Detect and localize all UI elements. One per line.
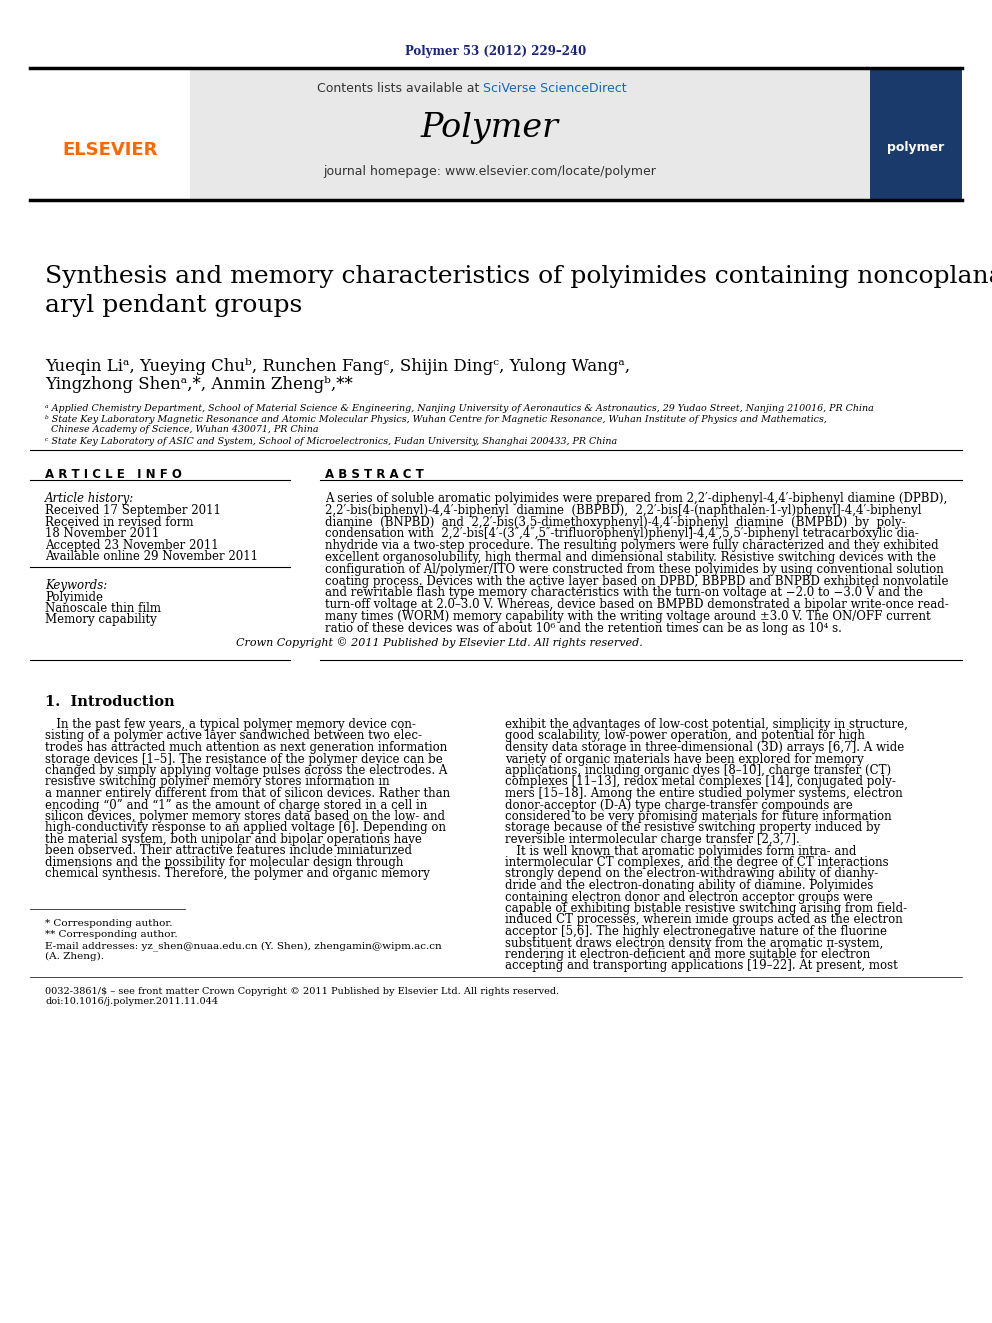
Text: changed by simply applying voltage pulses across the electrodes. A: changed by simply applying voltage pulse… — [45, 763, 447, 777]
Bar — [30, 67, 190, 200]
Text: 1.  Introduction: 1. Introduction — [45, 695, 175, 709]
Text: capable of exhibiting bistable resistive switching arising from field-: capable of exhibiting bistable resistive… — [505, 902, 907, 916]
Text: Polymer: Polymer — [421, 112, 559, 144]
Text: intermolecular CT complexes, and the degree of CT interactions: intermolecular CT complexes, and the deg… — [505, 856, 889, 869]
Text: ᵇ State Key Laboratory Magnetic Resonance and Atomic Molecular Physics, Wuhan Ce: ᵇ State Key Laboratory Magnetic Resonanc… — [45, 415, 827, 423]
Text: journal homepage: www.elsevier.com/locate/polymer: journal homepage: www.elsevier.com/locat… — [323, 165, 657, 179]
Text: high-conductivity response to an applied voltage [6]. Depending on: high-conductivity response to an applied… — [45, 822, 446, 835]
Text: accepting and transporting applications [19–22]. At present, most: accepting and transporting applications … — [505, 959, 898, 972]
Text: Chinese Academy of Science, Wuhan 430071, PR China: Chinese Academy of Science, Wuhan 430071… — [45, 425, 318, 434]
Text: variety of organic materials have been explored for memory: variety of organic materials have been e… — [505, 753, 864, 766]
Bar — [870, 67, 962, 200]
Text: 0032-3861/$ – see front matter Crown Copyright © 2011 Published by Elsevier Ltd.: 0032-3861/$ – see front matter Crown Cop… — [45, 987, 559, 996]
Text: many times (WORM) memory capability with the writing voltage around ±3.0 V. The : many times (WORM) memory capability with… — [325, 610, 930, 623]
Text: ** Corresponding author.: ** Corresponding author. — [45, 930, 178, 939]
Text: Keywords:: Keywords: — [45, 579, 107, 591]
Text: rendering it electron-deficient and more suitable for electron: rendering it electron-deficient and more… — [505, 949, 870, 960]
Text: considered to be very promising materials for future information: considered to be very promising material… — [505, 810, 892, 823]
Text: density data storage in three-dimensional (3D) arrays [6,7]. A wide: density data storage in three-dimensiona… — [505, 741, 905, 754]
Text: a manner entirely different from that of silicon devices. Rather than: a manner entirely different from that of… — [45, 787, 450, 800]
Text: been observed. Their attractive features include miniaturized: been observed. Their attractive features… — [45, 844, 412, 857]
Text: donor-acceptor (D-A) type charge-transfer compounds are: donor-acceptor (D-A) type charge-transfe… — [505, 799, 853, 811]
Text: sisting of a polymer active layer sandwiched between two elec-: sisting of a polymer active layer sandwi… — [45, 729, 422, 742]
Text: diamine  (BNPBD)  and  2,2′-bis(3,5-dimethoxyphenyl)-4,4′-biphenyl  diamine  (BM: diamine (BNPBD) and 2,2′-bis(3,5-dimetho… — [325, 516, 906, 529]
Text: complexes [11–13], redox metal complexes [14], conjugated poly-: complexes [11–13], redox metal complexes… — [505, 775, 896, 789]
Text: configuration of Al/polymer/ITO were constructed from these polyimides by using : configuration of Al/polymer/ITO were con… — [325, 562, 943, 576]
Text: exhibit the advantages of low-cost potential, simplicity in structure,: exhibit the advantages of low-cost poten… — [505, 718, 908, 732]
Text: resistive switching polymer memory stores information in: resistive switching polymer memory store… — [45, 775, 390, 789]
Text: * Corresponding author.: * Corresponding author. — [45, 919, 173, 927]
Text: Crown Copyright © 2011 Published by Elsevier Ltd. All rights reserved.: Crown Copyright © 2011 Published by Else… — [236, 638, 643, 648]
Text: applications, including organic dyes [8–10], charge transfer (CT): applications, including organic dyes [8–… — [505, 763, 891, 777]
Text: Yueqin Liᵃ, Yueying Chuᵇ, Runchen Fangᶜ, Shijin Dingᶜ, Yulong Wangᵃ,: Yueqin Liᵃ, Yueying Chuᵇ, Runchen Fangᶜ,… — [45, 359, 630, 374]
Text: the material system, both unipolar and bipolar operations have: the material system, both unipolar and b… — [45, 833, 422, 845]
Text: and rewritable flash type memory characteristics with the turn-on voltage at −2.: and rewritable flash type memory charact… — [325, 586, 923, 599]
Text: (A. Zheng).: (A. Zheng). — [45, 953, 104, 960]
Text: coating process. Devices with the active layer based on DPBD, BBPBD and BNPBD ex: coating process. Devices with the active… — [325, 574, 948, 587]
Text: substituent draws electron density from the aromatic π-system,: substituent draws electron density from … — [505, 937, 883, 950]
Text: Nanoscale thin film: Nanoscale thin film — [45, 602, 161, 615]
Text: turn-off voltage at 2.0–3.0 V. Whereas, device based on BMPBD demonstrated a bip: turn-off voltage at 2.0–3.0 V. Whereas, … — [325, 598, 948, 611]
Text: 2,2′-bis(biphenyl)-4,4′-biphenyl  diamine  (BBPBD),  2,2′-bis[4-(naphthalen-1-yl: 2,2′-bis(biphenyl)-4,4′-biphenyl diamine… — [325, 504, 922, 517]
Text: encoding “0” and “1” as the amount of charge stored in a cell in: encoding “0” and “1” as the amount of ch… — [45, 799, 428, 811]
Text: silicon devices, polymer memory stores data based on the low- and: silicon devices, polymer memory stores d… — [45, 810, 445, 823]
Text: Article history:: Article history: — [45, 492, 134, 505]
Text: strongly depend on the electron-withdrawing ability of dianhy-: strongly depend on the electron-withdraw… — [505, 868, 878, 881]
Text: Memory capability: Memory capability — [45, 613, 157, 626]
Text: trodes has attracted much attention as next generation information: trodes has attracted much attention as n… — [45, 741, 447, 754]
Text: Contents lists available at: Contents lists available at — [316, 82, 483, 94]
Text: E-mail addresses: yz_shen@nuaa.edu.cn (Y. Shen), zhengamin@wipm.ac.cn: E-mail addresses: yz_shen@nuaa.edu.cn (Y… — [45, 941, 441, 951]
Text: A R T I C L E   I N F O: A R T I C L E I N F O — [45, 468, 182, 482]
Text: dride and the electron-donating ability of diamine. Polyimides: dride and the electron-donating ability … — [505, 878, 873, 892]
Text: Polymer 53 (2012) 229–240: Polymer 53 (2012) 229–240 — [406, 45, 586, 58]
Text: chemical synthesis. Therefore, the polymer and organic memory: chemical synthesis. Therefore, the polym… — [45, 868, 430, 881]
Text: Available online 29 November 2011: Available online 29 November 2011 — [45, 550, 258, 564]
Text: mers [15–18]. Among the entire studied polymer systems, electron: mers [15–18]. Among the entire studied p… — [505, 787, 903, 800]
Bar — [30, 67, 870, 200]
Text: 18 November 2011: 18 November 2011 — [45, 527, 160, 540]
Text: nhydride via a two-step procedure. The resulting polymers were fully characteriz: nhydride via a two-step procedure. The r… — [325, 540, 938, 552]
Text: Polyimide: Polyimide — [45, 591, 103, 605]
Text: ELSEVIER: ELSEVIER — [62, 142, 158, 159]
Text: In the past few years, a typical polymer memory device con-: In the past few years, a typical polymer… — [45, 718, 416, 732]
Text: Received 17 September 2011: Received 17 September 2011 — [45, 504, 221, 517]
Text: excellent organosolubility, high thermal and dimensional stability. Resistive sw: excellent organosolubility, high thermal… — [325, 550, 936, 564]
Text: A B S T R A C T: A B S T R A C T — [325, 468, 424, 482]
Text: ᵃ Applied Chemistry Department, School of Material Science & Engineering, Nanjin: ᵃ Applied Chemistry Department, School o… — [45, 404, 874, 413]
Text: storage because of the resistive switching property induced by: storage because of the resistive switchi… — [505, 822, 880, 835]
Text: reversible intermolecular charge transfer [2,3,7].: reversible intermolecular charge transfe… — [505, 833, 800, 845]
Text: containing electron donor and electron acceptor groups were: containing electron donor and electron a… — [505, 890, 873, 904]
Text: A series of soluble aromatic polyimides were prepared from 2,2′-diphenyl-4,4′-bi: A series of soluble aromatic polyimides … — [325, 492, 947, 505]
Text: good scalability, low-power operation, and potential for high: good scalability, low-power operation, a… — [505, 729, 865, 742]
Text: Yingzhong Shenᵃ,*, Anmin Zhengᵇ,**: Yingzhong Shenᵃ,*, Anmin Zhengᵇ,** — [45, 376, 353, 393]
Text: acceptor [5,6]. The highly electronegative nature of the fluorine: acceptor [5,6]. The highly electronegati… — [505, 925, 887, 938]
Text: Accepted 23 November 2011: Accepted 23 November 2011 — [45, 538, 218, 552]
Text: dimensions and the possibility for molecular design through: dimensions and the possibility for molec… — [45, 856, 404, 869]
Text: induced CT processes, wherein imide groups acted as the electron: induced CT processes, wherein imide grou… — [505, 913, 903, 926]
Text: SciVerse ScienceDirect: SciVerse ScienceDirect — [483, 82, 627, 94]
Text: doi:10.1016/j.polymer.2011.11.044: doi:10.1016/j.polymer.2011.11.044 — [45, 998, 218, 1005]
Text: ratio of these devices was of about 10⁶ and the retention times can be as long a: ratio of these devices was of about 10⁶ … — [325, 622, 842, 635]
Text: storage devices [1–5]. The resistance of the polymer device can be: storage devices [1–5]. The resistance of… — [45, 753, 442, 766]
Text: ᶜ State Key Laboratory of ASIC and System, School of Microelectronics, Fudan Uni: ᶜ State Key Laboratory of ASIC and Syste… — [45, 437, 617, 446]
Text: It is well known that aromatic polyimides form intra- and: It is well known that aromatic polyimide… — [505, 844, 856, 857]
Text: condensation with  2,2′-bis[4′-(3″,4″,5″-trifluorophenyl)phenyl]-4,4′,5,5′-biphe: condensation with 2,2′-bis[4′-(3″,4″,5″-… — [325, 528, 919, 540]
Text: Synthesis and memory characteristics of polyimides containing noncoplanar
aryl p: Synthesis and memory characteristics of … — [45, 265, 992, 318]
Text: polymer: polymer — [888, 142, 944, 155]
Text: Received in revised form: Received in revised form — [45, 516, 193, 529]
